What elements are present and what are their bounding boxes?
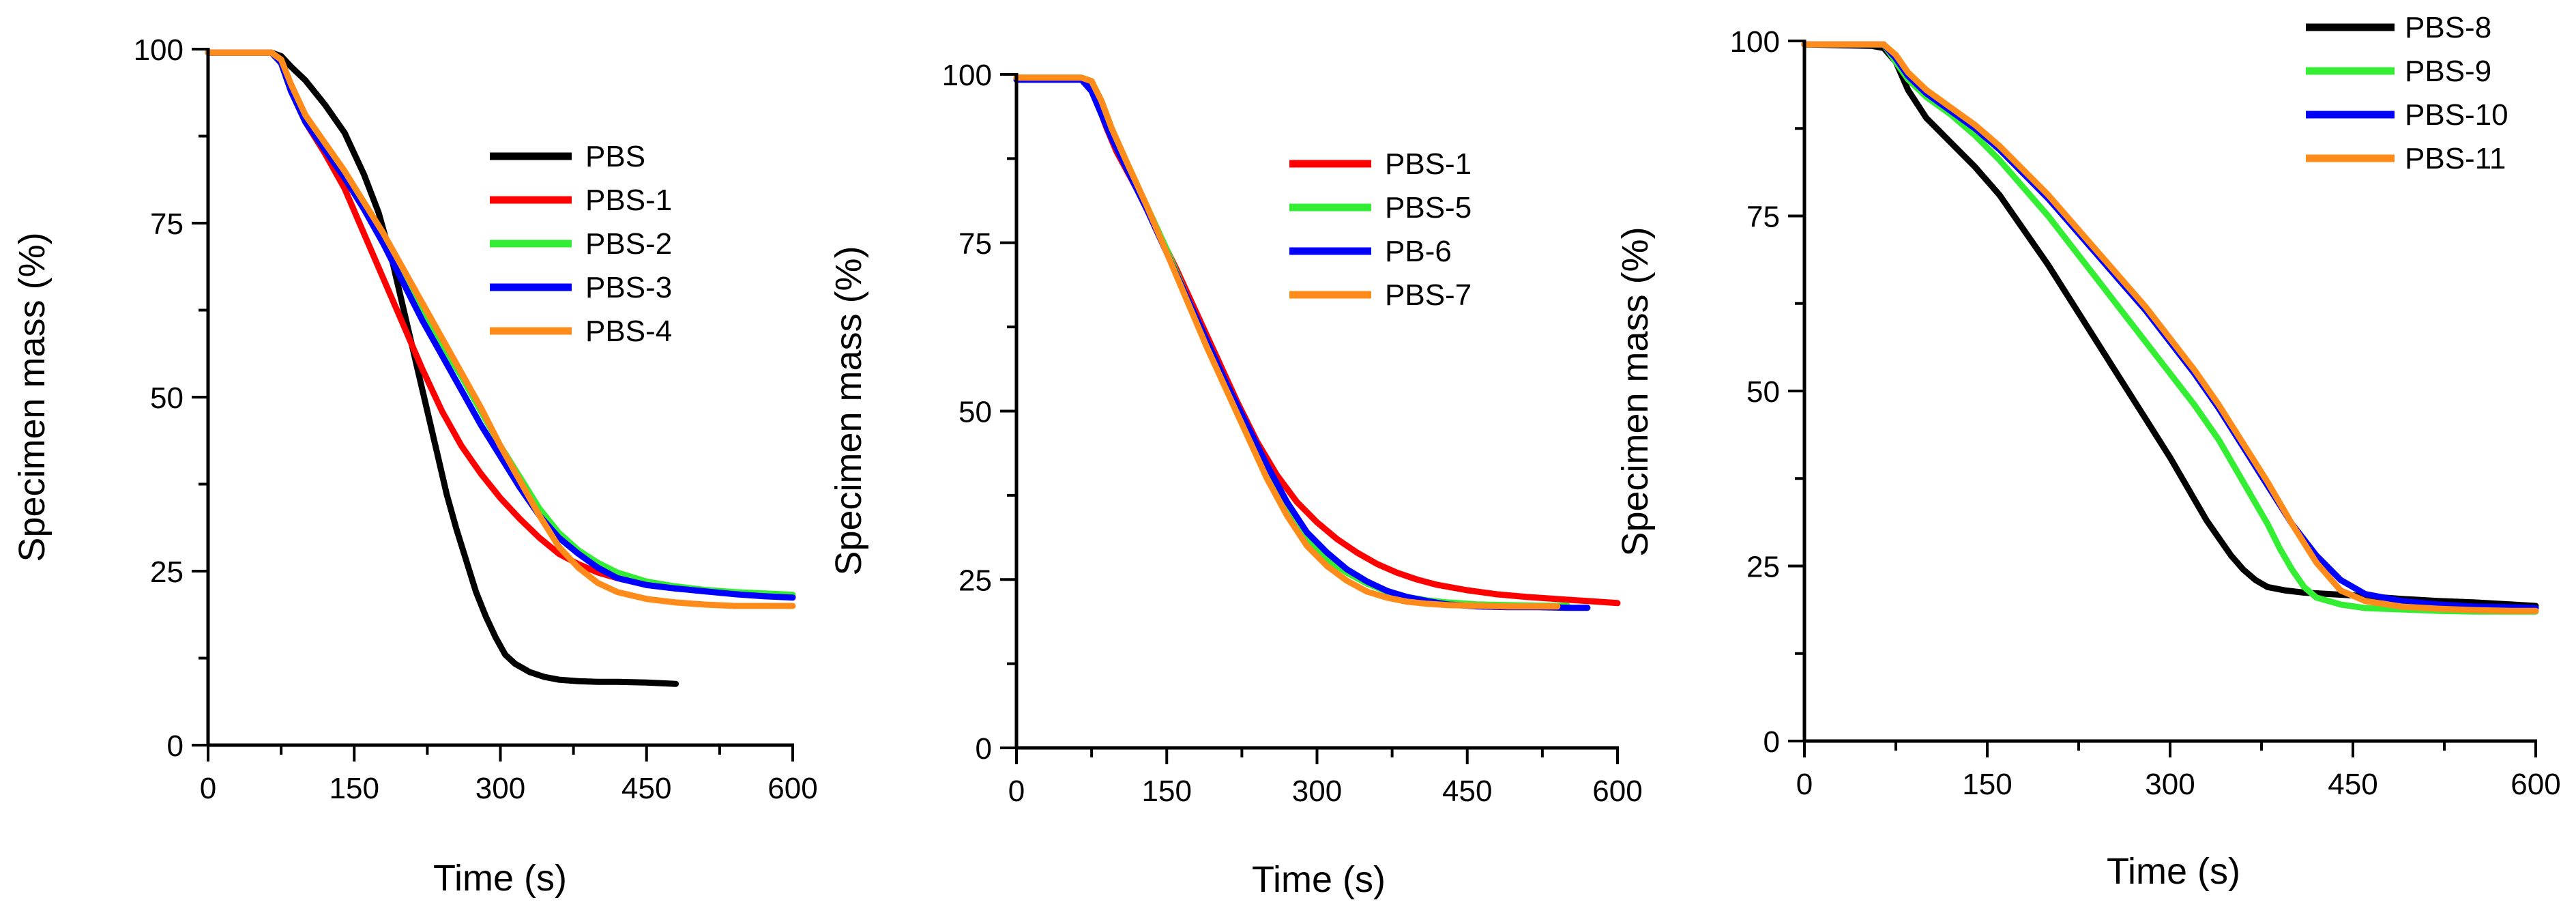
legend: PBS-8 PBS-9 PBS-10 PBS-11 <box>2306 11 2508 175</box>
y-tick-label: 25 <box>1746 551 1780 584</box>
series-line-pbs-4 <box>205 49 796 609</box>
legend-label-pbs-7: PBS-7 <box>1385 278 1472 312</box>
legend-label-pbs-1: PBS-1 <box>1385 147 1472 181</box>
legend-label-pbs-11: PBS-11 <box>2405 142 2506 175</box>
series-line-pbs-2 <box>205 49 796 598</box>
y-axis-title: Specimen mass (%) <box>1615 227 1656 556</box>
legend-label-pbs-4: PBS-4 <box>585 315 672 348</box>
y-tick-label: 0 <box>976 732 992 766</box>
legend-label-pbs-8: PBS-8 <box>2405 11 2491 44</box>
x-tick-label: 150 <box>1962 768 2012 801</box>
series-line-pb-6 <box>1013 76 1591 611</box>
y-tick-label: 75 <box>150 207 184 241</box>
x-tick-label: 150 <box>1142 774 1192 808</box>
x-tick-label: 450 <box>1442 774 1492 808</box>
y-tick-label: 0 <box>167 729 184 763</box>
series-line-pbs-7 <box>1013 74 1561 610</box>
x-tick-label: 600 <box>1592 774 1642 808</box>
x-tick-label: 450 <box>621 772 671 805</box>
legend-label-pb-6: PB-6 <box>1385 235 1452 268</box>
x-tick-label: 300 <box>2145 768 2195 801</box>
y-tick-label: 0 <box>1763 725 1780 759</box>
legend-label-pbs-9: PBS-9 <box>2405 55 2491 88</box>
series-line-pbs-1 <box>1013 74 1621 607</box>
chart-panel-2: 0 150 300 450 600 0 25 50 75 100 Time (s) Specimen … <box>828 59 1643 900</box>
x-tick-label: 300 <box>1292 774 1342 808</box>
y-tick-label: 50 <box>958 396 992 429</box>
x-tick-label: 0 <box>200 772 216 805</box>
x-tick-label: 0 <box>1008 774 1025 808</box>
y-axis-title: Specimen mass (%) <box>12 232 53 562</box>
y-tick-label: 100 <box>942 59 992 92</box>
y-tick-label: 75 <box>958 227 992 261</box>
y-tick-label: 100 <box>134 33 184 67</box>
chart-panel-1: 0 150 300 450 600 0 25 50 75 100 Time (s) Specimen … <box>12 33 818 899</box>
legend: PBS PBS-1 PBS-2 PBS-3 PBS-4 <box>490 140 672 348</box>
y-tick-label: 50 <box>1746 375 1780 409</box>
x-tick-label: 300 <box>475 772 525 805</box>
legend-label-pbs-5: PBS-5 <box>1385 191 1472 224</box>
y-tick-label: 100 <box>1730 25 1780 59</box>
x-axis-title: Time (s) <box>1252 859 1386 900</box>
y-tick-label: 75 <box>1746 201 1780 234</box>
x-axis-title: Time (s) <box>433 858 567 899</box>
x-tick-label: 600 <box>2511 768 2560 801</box>
series-line-pbs-1 <box>205 49 796 600</box>
y-tick-label: 25 <box>150 555 184 589</box>
series-line-pbs <box>205 49 679 687</box>
legend-label-pbs-1: PBS-1 <box>585 184 672 217</box>
chart-panel-3: 0 150 300 450 600 0 25 50 75 100 Time (s) Specimen … <box>1615 11 2561 892</box>
series-line-pbs-3 <box>205 49 796 601</box>
x-tick-label: 450 <box>2328 768 2377 801</box>
x-tick-label: 150 <box>330 772 379 805</box>
y-tick-label: 50 <box>150 381 184 415</box>
legend-label-pbs-2: PBS-2 <box>585 227 672 261</box>
legend-label-pbs-10: PBS-10 <box>2405 98 2508 132</box>
legend-label-pbs: PBS <box>585 140 645 173</box>
y-axis-title: Specimen mass (%) <box>828 246 869 575</box>
legend: PBS-1 PBS-5 PB-6 PBS-7 <box>1289 147 1472 312</box>
y-tick-label: 25 <box>958 564 992 597</box>
x-axis-title: Time (s) <box>2107 851 2240 892</box>
x-tick-label: 0 <box>1796 768 1813 801</box>
series-line-pbs-11 <box>1801 41 2539 614</box>
x-tick-label: 600 <box>767 772 817 805</box>
legend-label-pbs-3: PBS-3 <box>585 271 672 304</box>
